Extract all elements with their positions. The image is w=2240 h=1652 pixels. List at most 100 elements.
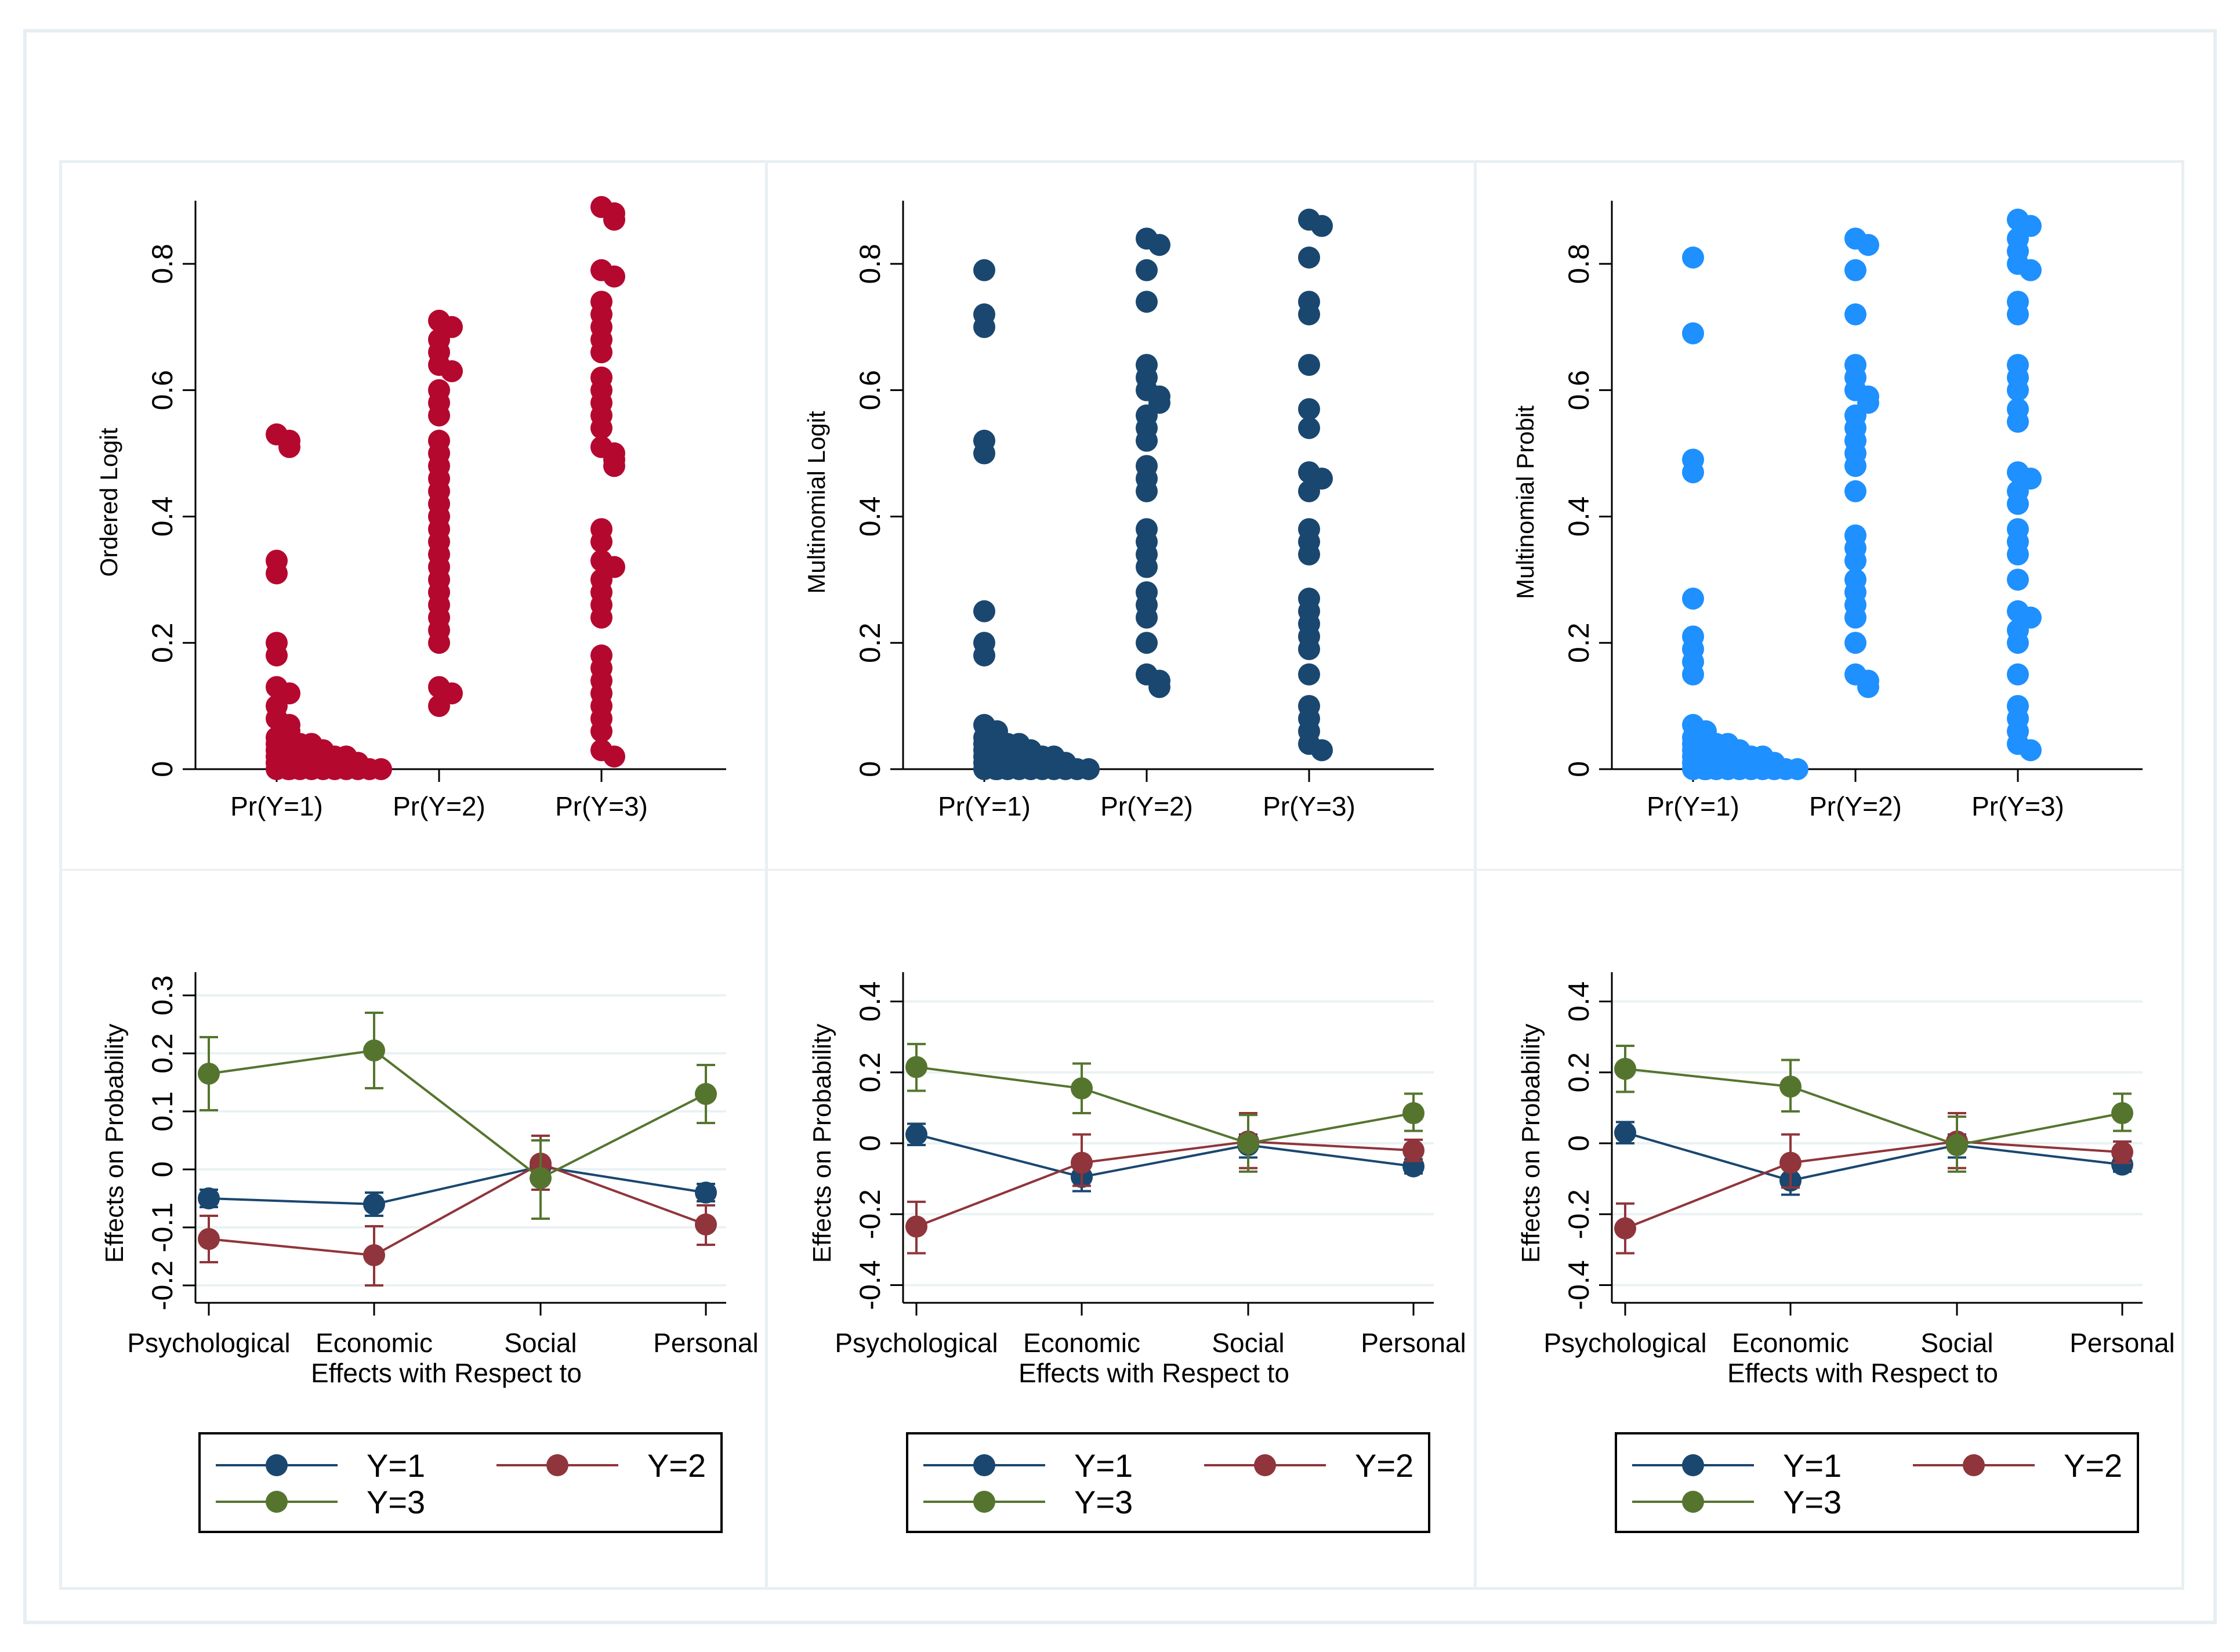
data-point	[1946, 1134, 1968, 1157]
y-tick-label: -0.2	[854, 1189, 886, 1239]
scatter-point	[266, 644, 288, 666]
data-point	[1237, 1132, 1259, 1154]
scatter-point	[603, 265, 625, 288]
scatter-point	[1298, 354, 1320, 376]
series-line	[916, 1066, 1414, 1145]
scatter-point	[1148, 234, 1170, 256]
y-axis-title: Multinomial Probit	[1512, 405, 1539, 599]
scatter-point	[590, 720, 612, 742]
scatter-point	[2020, 739, 2042, 762]
scatter-point	[973, 259, 995, 281]
chart-multinomial-logit-scatter: 0 0.2 0.4 0.6 0.8 Multinomial Logit Pr(Y=1) Pr(…	[803, 201, 1434, 821]
scatter-point	[1136, 259, 1158, 281]
chart-ordered-logit-scatter: 0 0.2 0.4 0.6 0.8 Ordered Logit Pr(Y=1) Pr(Y=2)…	[95, 195, 726, 821]
x-tick-label: Pr(Y=3)	[1971, 791, 2064, 821]
y-tick-label: 0.2	[1563, 622, 1595, 663]
y-tick-label: -0.4	[854, 1260, 886, 1310]
x-tick-label: Pr(Y=1)	[938, 791, 1031, 821]
scatter-point	[1844, 259, 1866, 281]
scatter-point	[2007, 379, 2029, 401]
x-tick-label: Pr(Y=1)	[230, 791, 323, 821]
y-tick-label: 0.2	[854, 1052, 886, 1093]
series-line	[208, 1049, 706, 1180]
legend-marker	[1254, 1454, 1276, 1476]
scatter-point	[1078, 758, 1100, 780]
x-tick-label: Pr(Y=3)	[1263, 791, 1355, 821]
panel-ordered-logit-scatter: 0 0.2 0.4 0.6 0.8 Ordered Logit Pr(Y=1) Pr(Y=2)…	[59, 160, 767, 871]
panel-multinomial-logit-effects: -0.4 -0.2 0 0.2 0.4 Effects on Probability Psy…	[767, 871, 1476, 1590]
x-tick-label: Social	[1212, 1328, 1284, 1358]
data-point	[905, 1123, 927, 1146]
legend-label: Y=3	[367, 1484, 425, 1520]
scatter-point	[1136, 632, 1158, 654]
y-axis-title: Effects on Probability	[100, 1024, 129, 1263]
legend-label: Y=2	[2064, 1447, 2122, 1484]
y-tick-label: 0.6	[146, 370, 179, 411]
panel-ordered-logit-effects: -0.2 -0.1 0 0.1 0.2 0.3 Effects on Probability…	[59, 871, 767, 1590]
legend-marker	[973, 1491, 995, 1513]
chart-ordered-logit-effects: -0.2 -0.1 0 0.1 0.2 0.3 Effects on Probability…	[100, 972, 759, 1533]
data-point	[198, 1063, 220, 1085]
legend-marker	[1963, 1454, 1985, 1476]
scatter-point	[278, 436, 300, 458]
x-tick-label: Personal	[653, 1328, 759, 1358]
series-line	[208, 1162, 706, 1257]
y-tick-label: 0	[146, 1161, 179, 1178]
scatter-point	[1298, 638, 1320, 661]
y-axis-title: Effects on Probability	[808, 1024, 836, 1263]
scatter-point	[2007, 492, 2029, 515]
x-tick-label: Personal	[2069, 1328, 2175, 1358]
scatter-point	[1844, 480, 1866, 502]
y-axis-title: Effects on Probability	[1517, 1024, 1545, 1263]
legend-label: Y=2	[647, 1447, 706, 1484]
data-point	[1402, 1139, 1425, 1162]
y-tick-label: -0.2	[1563, 1189, 1595, 1239]
data-point	[1071, 1151, 1093, 1174]
scatter-point	[590, 606, 612, 629]
data-point	[1779, 1075, 1802, 1098]
x-axis-title: Effects with Respect to	[1018, 1358, 1289, 1388]
y-tick-label: -0.4	[1563, 1260, 1595, 1310]
series-line	[1625, 1131, 2123, 1182]
series-line	[916, 1133, 1414, 1179]
x-tick-label: Psychological	[1543, 1328, 1706, 1358]
y-tick-label: 0.4	[854, 981, 886, 1022]
x-tick-label: Personal	[1361, 1328, 1466, 1358]
scatter-point	[1682, 247, 1704, 269]
legend-marker	[1682, 1454, 1704, 1476]
data-point	[905, 1056, 927, 1078]
scatter-point	[2007, 303, 2029, 325]
scatter-point	[1786, 758, 1808, 780]
legend-marker	[973, 1454, 995, 1476]
scatter-point	[1682, 322, 1704, 345]
scatter-point	[1311, 215, 1333, 237]
data-point	[198, 1228, 220, 1250]
scatter-point	[2007, 663, 2029, 686]
y-tick-label: 0.8	[854, 244, 886, 284]
scatter-point	[1682, 663, 1704, 686]
data-point	[1614, 1217, 1636, 1240]
data-point	[2111, 1141, 2133, 1164]
data-point	[530, 1167, 552, 1189]
scatter-point	[1844, 549, 1866, 572]
data-point	[905, 1215, 927, 1238]
scatter-point	[1298, 398, 1320, 421]
series-line	[208, 1165, 706, 1206]
y-tick-label: 0.2	[146, 1033, 179, 1074]
legend-label: Y=1	[1783, 1447, 1842, 1484]
scatter-point	[1298, 417, 1320, 439]
scatter-point	[428, 695, 450, 718]
legend-marker	[266, 1454, 288, 1476]
scatter-point	[1844, 632, 1866, 654]
data-point	[695, 1182, 717, 1204]
x-tick-label: Pr(Y=2)	[393, 791, 485, 821]
scatter-point	[1136, 291, 1158, 313]
panel-multinomial-logit-scatter: 0 0.2 0.4 0.6 0.8 Multinomial Logit Pr(Y=1) Pr(…	[767, 160, 1476, 871]
scatter-point	[266, 562, 288, 585]
scatter-point	[590, 417, 612, 439]
chart-multinomial-logit-effects: -0.4 -0.2 0 0.2 0.4 Effects on Probability Psy…	[808, 972, 1466, 1533]
scatter-point	[973, 442, 995, 465]
x-axis-title: Effects with Respect to	[1727, 1358, 1998, 1388]
scatter-point	[1682, 588, 1704, 610]
scatter-point	[428, 404, 450, 427]
